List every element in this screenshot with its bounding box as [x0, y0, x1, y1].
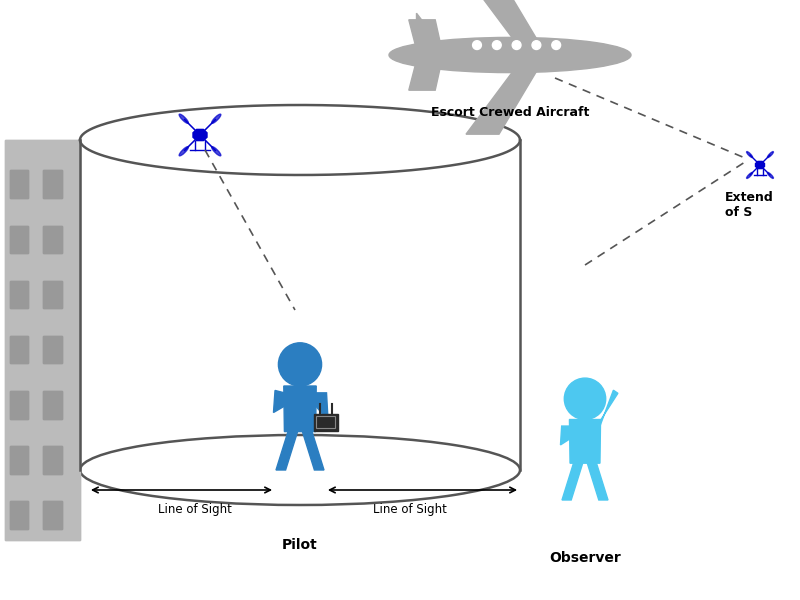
Bar: [10, 336, 28, 364]
Bar: [43, 226, 62, 253]
Circle shape: [278, 343, 322, 386]
Bar: [43, 170, 62, 198]
Ellipse shape: [80, 435, 520, 505]
Text: Observer: Observer: [549, 551, 621, 565]
Circle shape: [493, 41, 501, 49]
Bar: [10, 336, 28, 364]
Bar: [10, 226, 28, 253]
Circle shape: [512, 41, 521, 49]
Bar: [10, 446, 28, 474]
Bar: [43, 281, 62, 308]
Bar: [10, 226, 28, 253]
Bar: [5, 140, 80, 540]
Text: Escort Crewed Aircraft: Escort Crewed Aircraft: [431, 106, 589, 118]
Bar: [43, 502, 62, 529]
Ellipse shape: [767, 172, 774, 178]
Bar: [43, 226, 62, 253]
Ellipse shape: [179, 114, 188, 124]
Bar: [43, 281, 62, 308]
Ellipse shape: [746, 152, 753, 158]
Polygon shape: [570, 419, 601, 463]
Bar: [43, 391, 62, 419]
Bar: [10, 170, 28, 198]
Polygon shape: [409, 61, 442, 90]
Polygon shape: [417, 13, 442, 55]
Bar: [10, 502, 28, 529]
Ellipse shape: [212, 114, 221, 124]
Text: Extend
of S: Extend of S: [725, 191, 774, 219]
Circle shape: [564, 378, 606, 419]
Bar: [5, 140, 80, 540]
Polygon shape: [409, 20, 442, 49]
Bar: [295, 377, 305, 386]
Bar: [10, 391, 28, 419]
Bar: [80, 140, 520, 470]
Bar: [43, 446, 62, 474]
Circle shape: [473, 41, 482, 49]
Bar: [314, 414, 338, 431]
Polygon shape: [315, 393, 328, 421]
Ellipse shape: [746, 172, 753, 178]
Polygon shape: [600, 390, 618, 426]
Bar: [10, 446, 28, 474]
Polygon shape: [193, 130, 207, 140]
Polygon shape: [587, 463, 608, 500]
Bar: [43, 446, 62, 474]
Bar: [316, 416, 335, 428]
Ellipse shape: [389, 37, 631, 73]
Circle shape: [532, 41, 541, 49]
Bar: [43, 336, 62, 364]
Polygon shape: [755, 161, 765, 169]
Polygon shape: [274, 391, 285, 413]
Polygon shape: [302, 431, 324, 470]
Polygon shape: [284, 386, 316, 431]
Bar: [10, 391, 28, 419]
Polygon shape: [276, 431, 298, 470]
Ellipse shape: [212, 146, 221, 156]
Polygon shape: [466, 0, 543, 49]
Polygon shape: [561, 426, 570, 445]
Bar: [43, 391, 62, 419]
Ellipse shape: [179, 146, 188, 156]
Polygon shape: [466, 61, 543, 134]
Ellipse shape: [767, 152, 774, 158]
Text: Line of Sight: Line of Sight: [158, 503, 232, 517]
Bar: [10, 281, 28, 308]
Bar: [43, 170, 62, 198]
Bar: [43, 502, 62, 529]
Polygon shape: [562, 463, 582, 500]
Circle shape: [552, 41, 561, 49]
Text: Line of Sight: Line of Sight: [373, 503, 447, 517]
Bar: [10, 170, 28, 198]
Bar: [10, 281, 28, 308]
Bar: [43, 336, 62, 364]
Text: Pilot: Pilot: [282, 538, 318, 552]
Bar: [581, 411, 590, 419]
Polygon shape: [600, 44, 626, 66]
Bar: [10, 502, 28, 529]
